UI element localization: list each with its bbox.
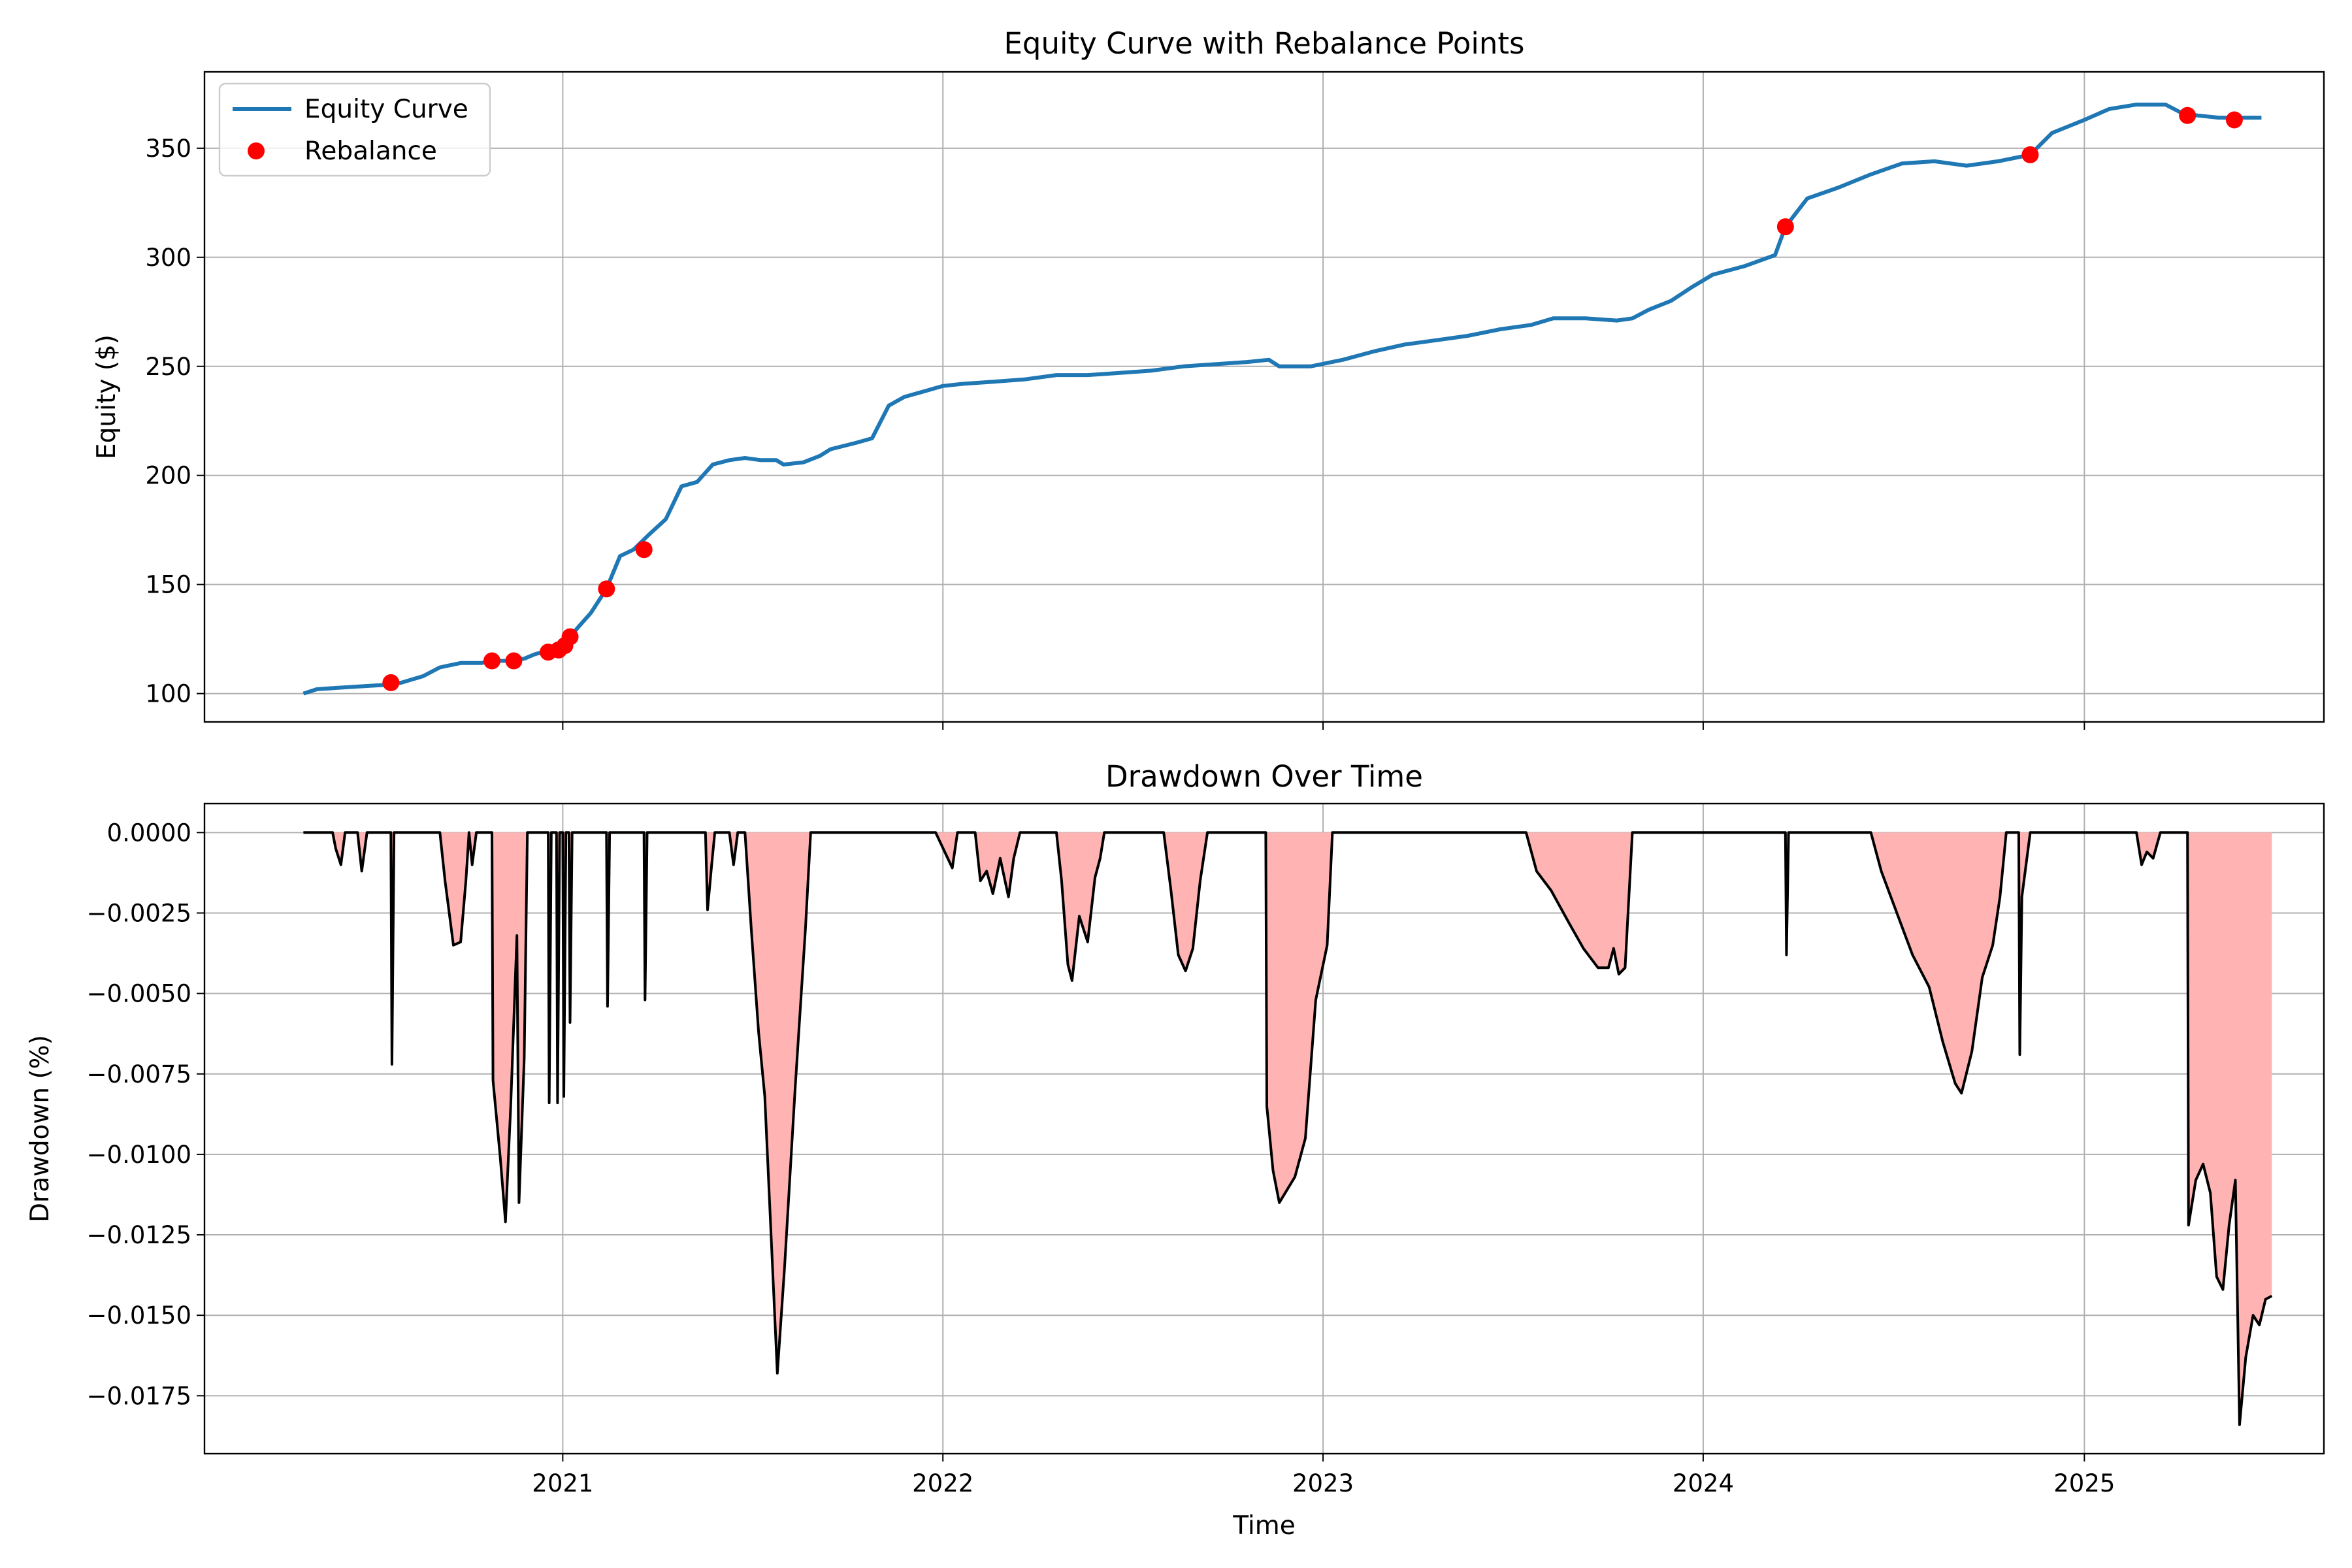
drawdown-series	[303, 831, 2273, 1426]
y-tick-label: −0.0175	[87, 1382, 191, 1410]
y-tick-label: 200	[145, 462, 191, 490]
legend-box	[218, 82, 491, 177]
y-tick-label: 350	[145, 135, 191, 163]
drawdown-y-ticks: 0.0000 −0.0025 −0.0050 −0.0075 −0.0100 −0.012…	[87, 819, 204, 1410]
drawdown-x-ticks: 2021 2022 2023 2024 2025	[532, 1454, 2115, 1497]
y-tick-label: −0.0125	[87, 1221, 191, 1249]
x-tick-label: 2025	[2053, 1469, 2115, 1497]
equity-series	[302, 103, 2262, 696]
drawdown-y-axis-label: Drawdown (%)	[25, 1035, 55, 1222]
y-tick-label: 100	[145, 680, 191, 708]
legend-rebalance-marker	[248, 142, 265, 159]
rebalance-point	[483, 652, 500, 670]
drawdown-x-axis-label: Time	[1232, 1511, 1295, 1541]
equity-gridlines	[204, 72, 2324, 722]
rebalance-point	[1776, 218, 1794, 236]
legend-equity-label: Equity Curve	[304, 95, 468, 124]
rebalance-point	[2179, 106, 2197, 124]
rebalance-point	[2225, 111, 2243, 129]
equity-y-axis-label: Equity ($)	[92, 335, 122, 459]
legend-rebalance-label: Rebalance	[304, 137, 437, 166]
x-tick-label: 2021	[532, 1469, 593, 1497]
equity-x-ticks	[562, 722, 2085, 730]
y-tick-label: 300	[145, 244, 191, 272]
equity-legend: Equity Curve Rebalance	[218, 82, 491, 177]
y-tick-label: −0.0150	[87, 1301, 191, 1330]
drawdown-chart: 0.0000 −0.0025 −0.0050 −0.0075 −0.0100 −0.012…	[25, 759, 2325, 1541]
equity-chart-title: Equity Curve with Rebalance Points	[1004, 26, 1524, 61]
y-tick-label: 250	[145, 353, 191, 381]
rebalance-point	[635, 541, 653, 559]
x-tick-label: 2023	[1292, 1469, 1354, 1497]
rebalance-point	[561, 628, 579, 645]
y-tick-label: 150	[145, 571, 191, 599]
drawdown-fill	[303, 832, 2272, 1425]
rebalance-point	[505, 652, 523, 670]
equity-chart: 100 150 200 250 300 350 Equity Curve with Reb…	[92, 26, 2325, 730]
equity-y-ticks: 100 150 200 250 300 350	[145, 135, 204, 708]
x-tick-label: 2022	[912, 1469, 973, 1497]
y-tick-label: 0.0000	[107, 819, 191, 847]
rebalance-point	[2021, 146, 2039, 163]
rebalance-point	[598, 580, 615, 598]
drawdown-chart-title: Drawdown Over Time	[1105, 759, 1423, 794]
x-tick-label: 2024	[1673, 1469, 1734, 1497]
equity-axes-frame	[203, 71, 2325, 723]
drawdown-axes-frame	[203, 802, 2325, 1455]
y-tick-label: −0.0025	[87, 899, 191, 927]
y-tick-label: −0.0050	[87, 980, 191, 1008]
y-tick-label: −0.0100	[87, 1141, 191, 1169]
rebalance-point	[382, 674, 400, 691]
drawdown-line	[303, 831, 2273, 1426]
y-tick-label: −0.0075	[87, 1060, 191, 1088]
